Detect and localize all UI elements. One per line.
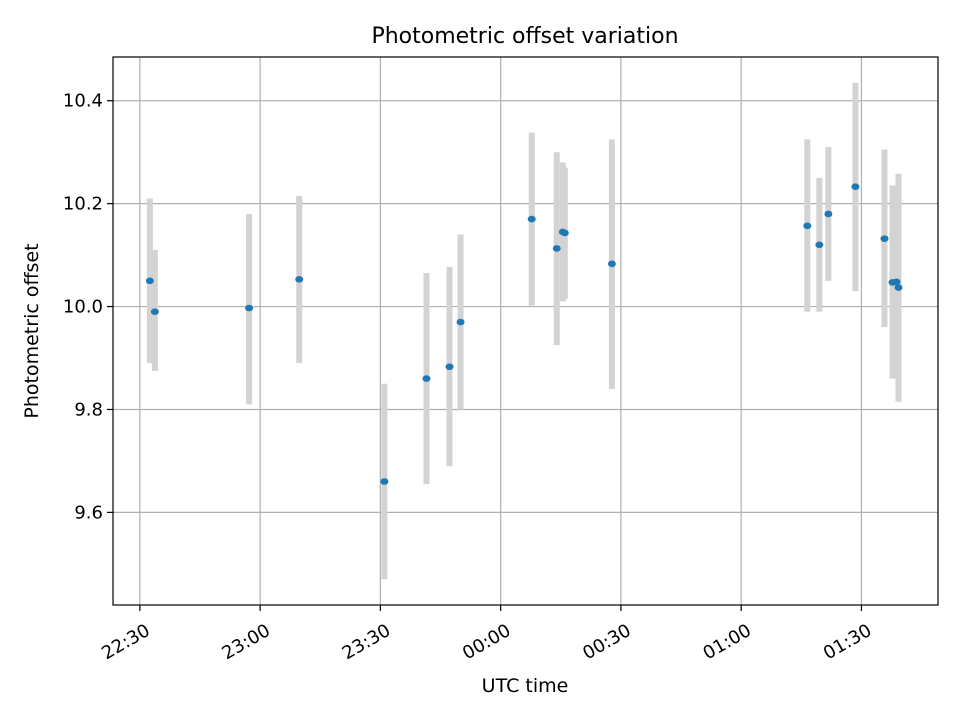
data-point [892, 278, 901, 286]
data-point [815, 241, 824, 249]
y-tick-label: 10.0 [63, 297, 103, 318]
data-point [560, 229, 569, 237]
y-axis-label: Photometric offset [21, 243, 43, 418]
data-point [456, 318, 465, 326]
chart-title: Photometric offset variation [371, 24, 678, 49]
data-point [552, 245, 561, 252]
plot-frame [112, 56, 939, 606]
data-point [445, 363, 454, 371]
x-axis-label: UTC time [482, 675, 569, 697]
data-point [880, 235, 889, 242]
y-tick-label: 10.4 [63, 91, 103, 112]
data-point [245, 304, 254, 312]
data-point [422, 375, 431, 382]
data-point [295, 275, 304, 283]
data-point [803, 222, 812, 230]
data-point [145, 277, 154, 285]
y-tick-label: 9.6 [74, 502, 103, 523]
data-point [851, 183, 860, 190]
y-tick-label: 10.2 [63, 194, 103, 215]
data-points [145, 183, 903, 485]
data-point [380, 478, 389, 485]
y-tick-label: 9.8 [74, 399, 103, 420]
data-point [607, 260, 616, 268]
grid [113, 57, 938, 605]
data-point [527, 215, 536, 223]
data-point [894, 284, 903, 291]
y-axis: 9.6 9.8 10.0 10.2 10.4 [63, 91, 113, 523]
data-point [824, 210, 833, 218]
data-point [150, 308, 159, 316]
